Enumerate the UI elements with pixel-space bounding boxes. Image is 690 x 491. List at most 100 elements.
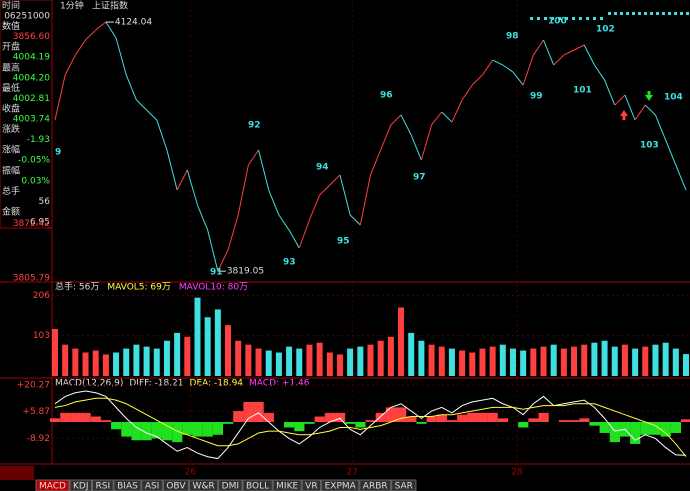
price-segment: [471, 74, 483, 86]
price-segment: [288, 229, 300, 249]
x-tick-label: 28: [511, 468, 523, 478]
macd-bar: [497, 418, 509, 423]
tab[interactable]: [113, 479, 142, 491]
up-arrow: [620, 110, 628, 116]
macd-bar: [446, 420, 458, 423]
tab-label[interactable]: OBV: [166, 482, 186, 491]
volume-bar: [52, 329, 58, 376]
tab-label[interactable]: EXPMA: [325, 482, 357, 491]
tab[interactable]: [35, 479, 70, 491]
tab[interactable]: [218, 479, 243, 491]
macd-bar: [100, 420, 112, 423]
macd-bar: [670, 422, 682, 433]
tab-label[interactable]: ASI: [145, 482, 160, 491]
price-segment: [176, 169, 188, 191]
macd-bar: [589, 422, 600, 426]
price-segment: [237, 164, 249, 216]
wave-label: 95: [337, 237, 350, 247]
wave-label: 97: [413, 173, 426, 183]
panel-title: MAVOL10: 80万: [179, 283, 248, 293]
y-tick-label: 3872.42: [13, 219, 50, 229]
price-segment: [380, 124, 392, 151]
price-segment: [74, 39, 86, 56]
wave-label: 99: [530, 92, 543, 102]
tab[interactable]: [359, 479, 392, 491]
low-label: 3819.05: [227, 267, 264, 277]
price-segment: [655, 114, 667, 141]
tab-label[interactable]: VR: [305, 482, 317, 491]
tab[interactable]: [391, 479, 417, 491]
price-segment: [563, 49, 575, 56]
price-segment: [624, 94, 636, 121]
tab[interactable]: [242, 479, 273, 491]
macd-bar: [121, 422, 132, 437]
volume-bar: [662, 342, 669, 376]
macd-bar: [609, 422, 620, 443]
wave-label: 100: [548, 17, 567, 27]
up-arrow: [622, 116, 626, 120]
macd-bar: [141, 422, 152, 441]
y-tick-label: 206: [33, 291, 50, 301]
wave-label: 9: [55, 148, 61, 158]
price-segment: [54, 74, 66, 121]
tab[interactable]: [301, 479, 322, 491]
volume-bar: [204, 317, 211, 376]
price-segment: [186, 169, 198, 206]
macd-bar: [284, 422, 295, 428]
marker-dot: [662, 12, 665, 15]
macd-bar: [243, 401, 254, 423]
price-segment: [85, 29, 97, 41]
macd-bar: [569, 420, 580, 423]
tab-label[interactable]: KDJ: [73, 482, 89, 491]
marker-dot: [600, 17, 603, 20]
tab-label[interactable]: BOLL: [246, 482, 269, 491]
info-value: 4003.74: [13, 115, 50, 125]
volume-bar: [377, 340, 384, 376]
tab-label[interactable]: ARBR: [363, 482, 388, 491]
macd-bar: [314, 416, 325, 423]
tab-label[interactable]: BIAS: [117, 482, 138, 491]
tab-label[interactable]: MACD: [39, 482, 66, 491]
down-arrow: [645, 95, 653, 101]
macd-bar: [192, 422, 203, 437]
panel-title: DIFF: -18.21: [129, 379, 183, 389]
volume-bar: [683, 354, 689, 376]
marker-dot: [632, 12, 635, 15]
volume-bar: [672, 348, 679, 376]
wave-label: 93: [283, 258, 296, 268]
tab[interactable]: [162, 479, 189, 491]
index-name: 上证指数: [92, 0, 128, 12]
volume-bar: [367, 344, 374, 376]
tab[interactable]: [69, 479, 92, 491]
macd-bar: [263, 412, 274, 423]
macd-bar: [70, 412, 81, 423]
tab[interactable]: [188, 479, 219, 491]
tab-label[interactable]: MIKE: [276, 482, 298, 491]
volume-bar: [316, 342, 323, 376]
macd-bar: [538, 412, 549, 423]
tab-label[interactable]: W&R: [192, 482, 214, 491]
tab[interactable]: [272, 479, 302, 491]
volume-bar: [102, 354, 109, 376]
tab[interactable]: [141, 479, 163, 491]
price-segment: [268, 189, 280, 216]
y-tick-label: +5.87: [22, 407, 50, 417]
volume-bar: [489, 346, 496, 376]
marker-dot: [614, 12, 617, 15]
price-segment: [105, 21, 117, 39]
price-segment: [553, 54, 565, 66]
wave-label: 94: [316, 163, 329, 173]
macd-bar: [324, 412, 335, 423]
volume-bar: [163, 340, 170, 376]
volume-bar: [123, 348, 130, 376]
info-label: 时间: [2, 0, 20, 12]
price-segment: [115, 37, 127, 76]
volume-bar: [214, 309, 221, 376]
tab[interactable]: [321, 479, 360, 491]
tab-label[interactable]: SAR: [395, 482, 413, 491]
tab-label[interactable]: DMI: [222, 482, 239, 491]
high-label: 4124.04: [115, 18, 152, 28]
macd-bar: [518, 422, 529, 428]
tab[interactable]: [91, 479, 114, 491]
tab-label[interactable]: RSI: [95, 482, 110, 491]
